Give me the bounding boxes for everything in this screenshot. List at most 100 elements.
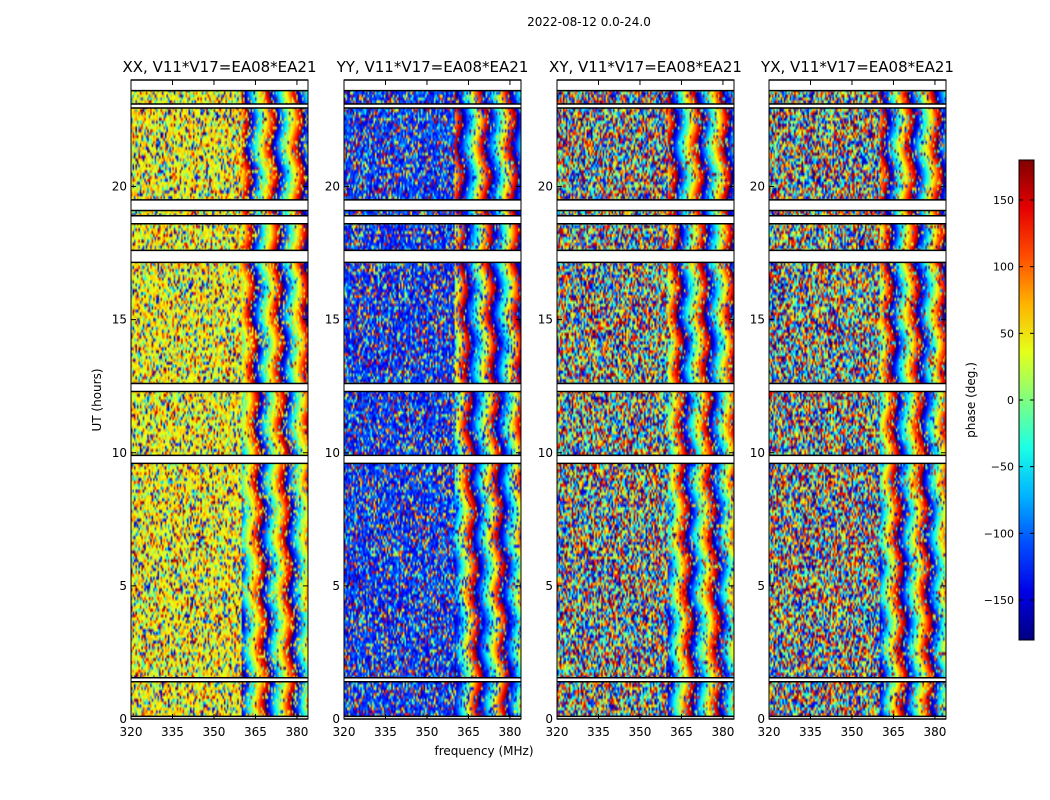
y-tick-label: 0	[757, 712, 765, 726]
flagged-band	[344, 455, 521, 464]
flagged-band	[131, 250, 308, 263]
flagged-band	[769, 455, 946, 464]
x-tick-label: 365	[457, 725, 480, 739]
x-tick-label: 380	[711, 725, 734, 739]
x-tick-label: 350	[416, 725, 439, 739]
y-tick-label: 20	[325, 180, 340, 194]
x-tick-label: 365	[670, 725, 693, 739]
colorbar-tick-label: −50	[991, 461, 1014, 474]
flagged-band	[344, 199, 521, 211]
flagged-band	[131, 103, 308, 108]
x-tick-label: 320	[120, 725, 143, 739]
flagged-band	[769, 215, 946, 224]
flagged-band	[131, 716, 308, 719]
x-tick-label: 380	[923, 725, 946, 739]
y-axis-label: UT (hours)	[90, 368, 104, 431]
y-tick-label: 0	[545, 712, 553, 726]
x-tick-label: 365	[882, 725, 905, 739]
flagged-band	[769, 250, 946, 263]
phase-heatmap	[557, 80, 734, 719]
y-tick-label: 5	[757, 579, 765, 593]
x-tick-label: 320	[546, 725, 569, 739]
flagged-band	[344, 677, 521, 682]
y-tick-label: 0	[119, 712, 127, 726]
flagged-band	[557, 455, 734, 464]
x-tick-label: 335	[374, 725, 397, 739]
flagged-band	[131, 677, 308, 682]
x-tick-label: 350	[629, 725, 652, 739]
flagged-band	[344, 80, 521, 91]
colorbar: 150 100 50 0 −50 −100 −150	[984, 159, 1035, 641]
panel-2: XY, V11*V17=EA08*EA21 320 335 350 365 380 0 5 10…	[538, 58, 742, 739]
colorbar-tick-label: −100	[984, 527, 1014, 540]
panel-title: YY, V11*V17=EA08*EA21	[336, 58, 529, 76]
x-tick-label: 350	[841, 725, 864, 739]
panel-frame	[768, 79, 947, 720]
panel-1: YY, V11*V17=EA08*EA21 320 335 350 365 380 0 5 10…	[325, 58, 529, 739]
panel-frame	[556, 79, 735, 720]
flagged-band	[131, 455, 308, 464]
figure-title: 2022-08-12 0.0-24.0	[527, 15, 651, 29]
x-tick-label: 350	[203, 725, 226, 739]
flagged-band	[769, 716, 946, 719]
panel-0: XX, V11*V17=EA08*EA21 320 335 350 365 380 0 5 10…	[112, 58, 317, 739]
flagged-band	[131, 80, 308, 91]
y-tick-label: 20	[750, 180, 765, 194]
flagged-band	[557, 199, 734, 211]
flagged-band	[131, 199, 308, 211]
y-tick-label: 15	[112, 313, 127, 327]
colorbar-tick-label: 150	[993, 194, 1014, 207]
colorbar-tick-label: −150	[984, 594, 1014, 607]
colorbar-tick-label: 0	[1007, 394, 1014, 407]
flagged-band	[344, 250, 521, 263]
y-tick-label: 5	[545, 579, 553, 593]
flagged-band	[557, 215, 734, 224]
panel-frame	[343, 79, 522, 720]
x-tick-label: 380	[285, 725, 308, 739]
x-tick-label: 365	[244, 725, 267, 739]
y-tick-label: 5	[119, 579, 127, 593]
panel-frame	[130, 79, 309, 720]
x-axis-label: frequency (MHz)	[434, 744, 533, 758]
flagged-band	[557, 383, 734, 392]
flagged-band	[769, 80, 946, 91]
phase-heatmap	[131, 80, 308, 719]
flagged-band	[769, 383, 946, 392]
y-tick-label: 10	[325, 446, 340, 460]
y-tick-label: 20	[112, 180, 127, 194]
colorbar-label: phase (deg.)	[964, 362, 978, 438]
flagged-band	[557, 716, 734, 719]
y-tick-label: 15	[538, 313, 553, 327]
y-tick-label: 0	[332, 712, 340, 726]
y-tick-label: 15	[750, 313, 765, 327]
flagged-band	[557, 250, 734, 263]
colorbar-tick-label: 100	[993, 261, 1014, 274]
panel-title: XY, V11*V17=EA08*EA21	[549, 58, 742, 76]
y-tick-label: 10	[112, 446, 127, 460]
colorbar-tick-label: 50	[1000, 327, 1014, 340]
y-tick-label: 5	[332, 579, 340, 593]
flagged-band	[344, 383, 521, 392]
panel-3: YX, V11*V17=EA08*EA21 320 335 350 365 380 0 5 10…	[750, 58, 954, 739]
x-tick-label: 320	[333, 725, 356, 739]
flagged-band	[344, 103, 521, 108]
flagged-band	[769, 677, 946, 682]
panel-title: XX, V11*V17=EA08*EA21	[122, 58, 316, 76]
flagged-band	[557, 80, 734, 91]
phase-heatmap	[769, 80, 946, 719]
x-tick-label: 335	[799, 725, 822, 739]
panel-title: YX, V11*V17=EA08*EA21	[760, 58, 954, 76]
x-tick-label: 380	[498, 725, 521, 739]
y-tick-label: 15	[325, 313, 340, 327]
y-tick-label: 20	[538, 180, 553, 194]
phase-heatmap	[344, 80, 521, 719]
flagged-band	[769, 103, 946, 108]
y-tick-label: 10	[750, 446, 765, 460]
flagged-band	[131, 383, 308, 392]
x-tick-label: 320	[758, 725, 781, 739]
panels: XX, V11*V17=EA08*EA21 320 335 350 365 380 0 5 10…	[112, 58, 954, 739]
flagged-band	[131, 215, 308, 224]
y-tick-label: 10	[538, 446, 553, 460]
flagged-band	[344, 716, 521, 719]
